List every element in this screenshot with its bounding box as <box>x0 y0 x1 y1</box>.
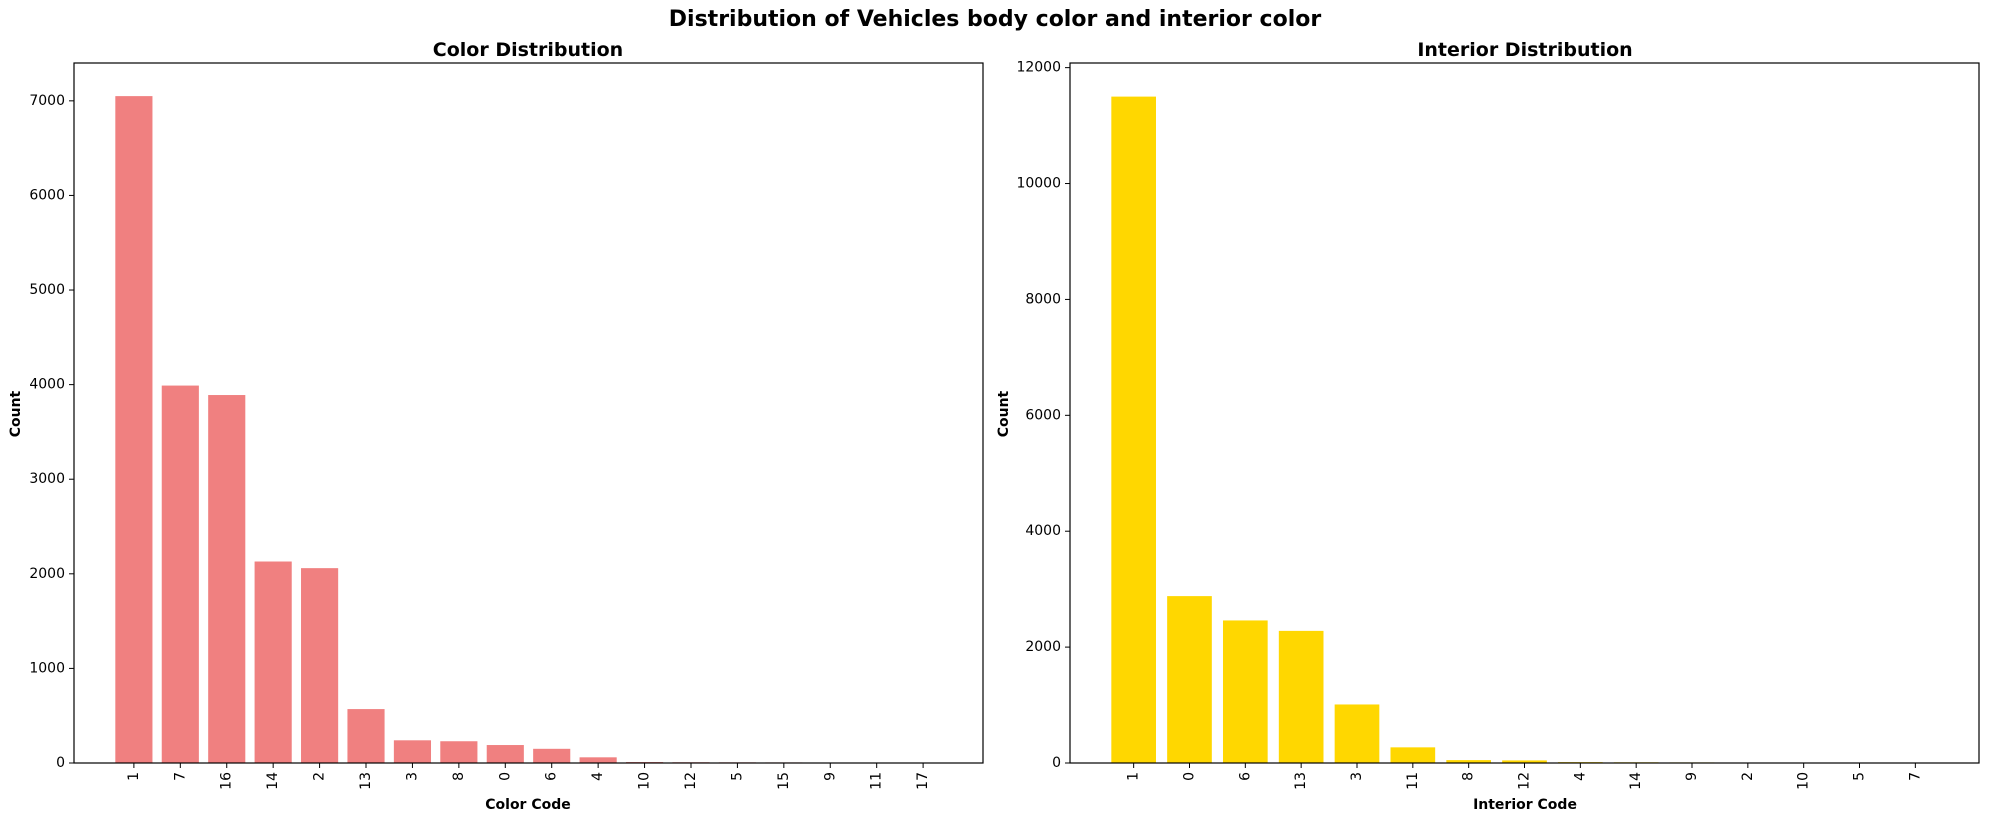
color-y-tick-label: 7000 <box>29 93 65 109</box>
interior-bar-1 <box>1111 96 1156 764</box>
interior-bar-11 <box>1390 747 1436 763</box>
interior-bar-3 <box>1334 704 1380 763</box>
color-y-tick-label: 1000 <box>29 660 65 676</box>
color-bars <box>115 96 942 764</box>
interior-bar-12 <box>1502 760 1547 763</box>
interior-x-tick-label: 11 <box>1405 772 1421 790</box>
interior-x-tick-label: 0 <box>1181 772 1197 781</box>
color-x-tick-label: 13 <box>358 772 374 790</box>
color-x-tick-label: 8 <box>451 772 467 781</box>
interior-x-tick-label: 13 <box>1293 772 1309 790</box>
color-x-tick-label: 12 <box>683 772 699 790</box>
color-x-tick-label: 17 <box>915 772 931 790</box>
interior-y-tick-label: 0 <box>1052 755 1061 771</box>
interior-bar-13 <box>1278 630 1324 763</box>
interior-bar-0 <box>1167 596 1212 763</box>
color-distribution-panel: Color Distribution Color Code Count 0100… <box>8 39 984 813</box>
color-x-ticks: 1 7 16 14 2 13 3 8 0 6 4 10 12 5 15 9 11 17 <box>126 763 931 790</box>
color-y-tick-label: 4000 <box>29 377 65 393</box>
color-bar-3 <box>393 740 432 763</box>
interior-bar-6 <box>1222 620 1268 763</box>
interior-y-tick-label: 6000 <box>1025 407 1061 423</box>
interior-y-axis-label: Count <box>996 390 1012 437</box>
color-y-ticks: 0 1000 2000 3000 4000 5000 6000 7000 <box>29 93 74 771</box>
interior-x-tick-label: 2 <box>1740 772 1756 781</box>
color-x-tick-label: 9 <box>822 772 838 781</box>
color-x-tick-label: 14 <box>265 772 281 790</box>
color-y-tick-label: 3000 <box>29 471 65 487</box>
interior-x-tick-label: 14 <box>1628 772 1644 790</box>
interior-y-tick-label: 12000 <box>1016 60 1061 76</box>
interior-x-tick-label: 3 <box>1349 772 1365 781</box>
color-bar-16 <box>208 395 246 763</box>
interior-bar-8 <box>1446 760 1491 763</box>
color-x-tick-label: 11 <box>869 772 885 790</box>
color-bar-0 <box>486 745 524 763</box>
interior-x-axis-label: Interior Code <box>1473 797 1577 813</box>
color-x-tick-label: 1 <box>126 772 142 781</box>
interior-bars <box>1111 96 1938 764</box>
color-bar-1 <box>115 96 153 764</box>
interior-y-tick-label: 10000 <box>1016 176 1061 192</box>
color-y-axis-label: Count <box>8 390 24 437</box>
interior-distribution-panel: Interior Distribution Interior Code Coun… <box>996 39 1980 813</box>
color-x-tick-label: 15 <box>776 772 792 790</box>
color-x-tick-label: 7 <box>172 772 188 781</box>
color-bar-6 <box>533 748 571 763</box>
color-y-tick-label: 5000 <box>29 282 65 298</box>
figure-suptitle: Distribution of Vehicles body color and … <box>669 7 1322 32</box>
interior-x-tick-label: 5 <box>1852 772 1868 781</box>
color-x-tick-label: 0 <box>497 772 513 781</box>
color-bar-14 <box>254 561 292 763</box>
interior-x-tick-label: 4 <box>1572 772 1588 781</box>
color-bar-8 <box>440 741 478 763</box>
interior-x-tick-label: 10 <box>1796 772 1812 790</box>
color-plot-frame <box>73 62 984 764</box>
color-x-tick-label: 10 <box>637 772 653 790</box>
interior-x-tick-label: 12 <box>1517 772 1533 790</box>
interior-x-tick-label: 1 <box>1126 772 1142 781</box>
interior-x-tick-label: 6 <box>1237 772 1253 781</box>
interior-x-tick-label: 9 <box>1684 772 1700 781</box>
color-bar-4 <box>579 757 617 763</box>
color-x-tick-label: 5 <box>729 772 745 781</box>
interior-plot-frame <box>1069 62 1980 764</box>
color-bar-7 <box>161 385 199 763</box>
interior-y-tick-label: 4000 <box>1025 523 1061 539</box>
color-bar-2 <box>301 568 339 763</box>
color-y-tick-label: 6000 <box>29 187 65 203</box>
interior-x-tick-label: 7 <box>1907 772 1923 781</box>
color-bar-13 <box>347 709 385 763</box>
interior-y-tick-label: 2000 <box>1025 639 1061 655</box>
color-x-tick-label: 16 <box>219 772 235 790</box>
color-chart-title: Color Distribution <box>433 39 623 61</box>
color-x-tick-label: 3 <box>404 772 420 781</box>
color-x-tick-label: 6 <box>544 772 560 781</box>
interior-y-tick-label: 8000 <box>1025 291 1061 307</box>
color-x-tick-label: 2 <box>312 772 328 781</box>
color-x-axis-label: Color Code <box>485 797 571 813</box>
interior-x-tick-label: 8 <box>1461 772 1477 781</box>
color-y-tick-label: 2000 <box>29 566 65 582</box>
color-y-tick-label: 0 <box>56 755 65 771</box>
color-x-tick-label: 4 <box>590 772 606 781</box>
interior-y-ticks: 0 2000 4000 6000 8000 10000 12000 <box>1016 60 1070 771</box>
interior-x-ticks: 1 0 6 13 3 11 8 12 4 14 9 2 10 5 7 <box>1126 763 1923 790</box>
interior-chart-title: Interior Distribution <box>1417 39 1632 61</box>
